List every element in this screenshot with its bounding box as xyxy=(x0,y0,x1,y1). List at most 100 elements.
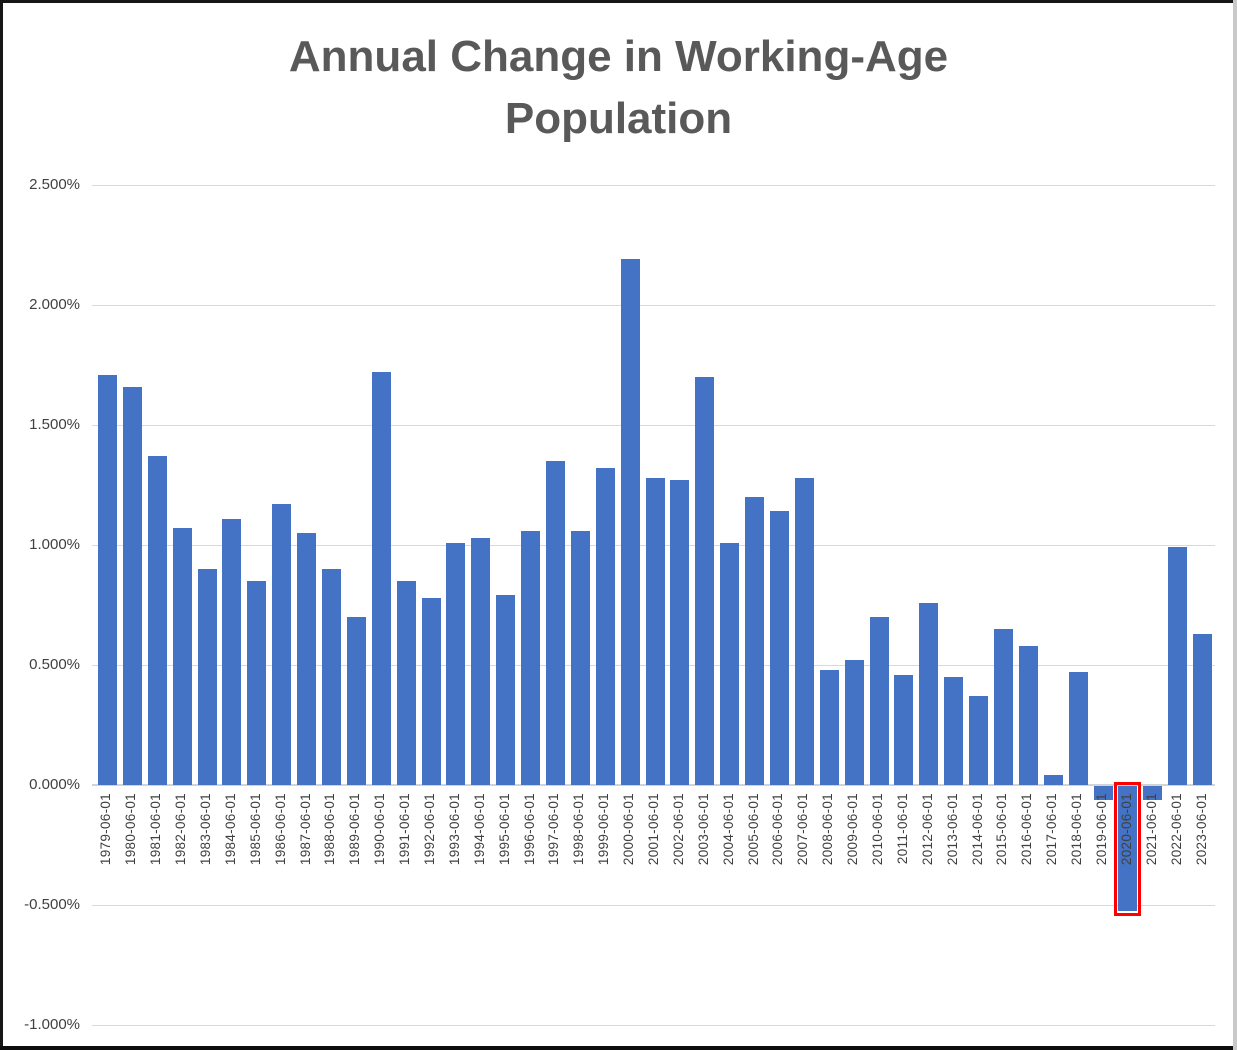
gridline xyxy=(92,185,1215,186)
x-axis-tick-label: 1993-06-01 xyxy=(446,793,462,866)
chart-title-line1: Annual Change in Working-Age xyxy=(288,32,949,81)
x-axis-tick-label: 2012-06-01 xyxy=(919,793,935,866)
bar xyxy=(595,468,615,785)
x-axis-tick-label: 2004-06-01 xyxy=(720,793,736,866)
x-axis-tick-label: 1992-06-01 xyxy=(422,793,437,866)
x-axis-tick-label: 2017-06-01 xyxy=(1044,793,1060,866)
bar xyxy=(1168,547,1188,785)
bar xyxy=(819,669,839,785)
x-axis-tick-label: 1991-06-01 xyxy=(397,793,413,866)
bar xyxy=(570,530,590,785)
y-axis-tick-label: 2.500% xyxy=(29,176,80,193)
x-axis-tick-label: 2010-06-01 xyxy=(870,793,885,866)
bar xyxy=(321,569,341,785)
x-axis-tick-label: 1995-06-01 xyxy=(496,793,512,866)
x-axis-tick-label: 2000-06-01 xyxy=(621,793,637,866)
bar xyxy=(720,542,740,785)
gridline xyxy=(92,425,1215,426)
bar xyxy=(869,617,889,785)
x-axis-tick-label: 1996-06-01 xyxy=(521,793,537,866)
x-axis-tick-label: 2006-06-01 xyxy=(770,793,786,866)
x-axis-tick-label: 2009-06-01 xyxy=(845,793,861,866)
bar xyxy=(1018,645,1038,785)
bar xyxy=(396,581,416,785)
x-axis-tick-label: 1982-06-01 xyxy=(173,793,189,866)
x-axis-tick-label: 2002-06-01 xyxy=(670,793,686,866)
bar xyxy=(545,461,565,785)
gridline xyxy=(92,1025,1215,1026)
x-axis-tick-label: 1988-06-01 xyxy=(322,793,338,866)
chart-title-line2: Population xyxy=(504,94,733,143)
x-axis-tick-label: 1999-06-01 xyxy=(596,793,612,866)
window-border-left xyxy=(0,0,3,1050)
x-axis-tick-label: 2005-06-01 xyxy=(745,793,761,866)
x-axis-tick-label: 2022-06-01 xyxy=(1168,793,1184,866)
bar xyxy=(794,477,814,785)
gridline xyxy=(92,305,1215,306)
x-axis-tick-label: 2014-06-01 xyxy=(969,793,985,866)
bar xyxy=(272,504,292,785)
bar xyxy=(521,530,541,785)
bar xyxy=(172,528,192,785)
bar xyxy=(919,602,939,785)
bar xyxy=(1093,786,1113,801)
x-axis-tick-label: 1979-06-01 xyxy=(98,793,114,866)
x-axis-tick-label: 2015-06-01 xyxy=(994,793,1010,866)
window-border-right xyxy=(1233,0,1237,1050)
x-axis-tick-label: 2020-06-01 xyxy=(1118,793,1134,866)
bar xyxy=(471,537,491,785)
bar xyxy=(147,456,167,785)
y-axis-tick-label: 0.000% xyxy=(29,776,80,793)
bar xyxy=(197,569,217,785)
x-axis-tick-label: 1985-06-01 xyxy=(247,793,263,866)
x-axis-tick-label: 1998-06-01 xyxy=(571,793,587,866)
bar xyxy=(222,518,242,785)
bar xyxy=(1193,633,1213,785)
bar xyxy=(297,533,317,785)
bar xyxy=(695,377,715,785)
x-axis-tick-label: 1981-06-01 xyxy=(148,793,164,866)
bar xyxy=(670,480,690,785)
x-axis-tick-label: 1984-06-01 xyxy=(222,793,238,866)
bar xyxy=(1043,775,1063,785)
bar xyxy=(247,581,267,785)
x-axis-tick-label: 1990-06-01 xyxy=(372,793,388,866)
bar xyxy=(346,617,366,785)
x-axis-tick-label: 1980-06-01 xyxy=(123,793,139,866)
x-axis-line xyxy=(92,784,1215,786)
gridline xyxy=(92,905,1215,906)
x-axis-tick-label: 2007-06-01 xyxy=(795,793,811,866)
x-axis-tick-label: 2003-06-01 xyxy=(695,793,711,866)
x-axis-tick-label: 1986-06-01 xyxy=(272,793,288,866)
bar xyxy=(645,477,665,785)
bar xyxy=(620,259,640,785)
x-axis-tick-label: 1989-06-01 xyxy=(347,793,363,866)
y-axis-tick-label: 2.000% xyxy=(29,296,80,313)
x-axis-tick-label: 2011-06-01 xyxy=(894,793,910,865)
x-axis-tick-label: 1983-06-01 xyxy=(198,793,213,866)
bar xyxy=(844,660,864,785)
x-axis-tick-label: 1987-06-01 xyxy=(297,793,313,866)
x-axis-tick-label: 2008-06-01 xyxy=(820,793,836,866)
x-axis-tick-label: 2016-06-01 xyxy=(1019,793,1035,866)
chart-title: Annual Change in Working-Age Population xyxy=(0,26,1237,150)
highlight-box xyxy=(1114,782,1142,916)
y-axis-tick-label: 1.500% xyxy=(29,416,80,433)
bar xyxy=(421,597,441,785)
x-axis-tick-label: 2001-06-01 xyxy=(646,793,661,866)
y-axis-tick-label: -1.000% xyxy=(24,1016,80,1033)
window-border-top xyxy=(0,0,1237,3)
x-axis-tick-label: 2023-06-01 xyxy=(1193,793,1209,866)
bar xyxy=(944,677,964,785)
bar xyxy=(496,595,516,785)
y-axis-tick-label: 0.500% xyxy=(29,656,80,673)
bar xyxy=(769,511,789,785)
window-border-bottom xyxy=(0,1046,1237,1050)
bar xyxy=(1143,786,1163,801)
x-axis-tick-label: 2013-06-01 xyxy=(944,793,960,866)
bar xyxy=(745,497,765,785)
bar xyxy=(1068,672,1088,785)
y-axis-tick-label: 1.000% xyxy=(29,536,80,553)
